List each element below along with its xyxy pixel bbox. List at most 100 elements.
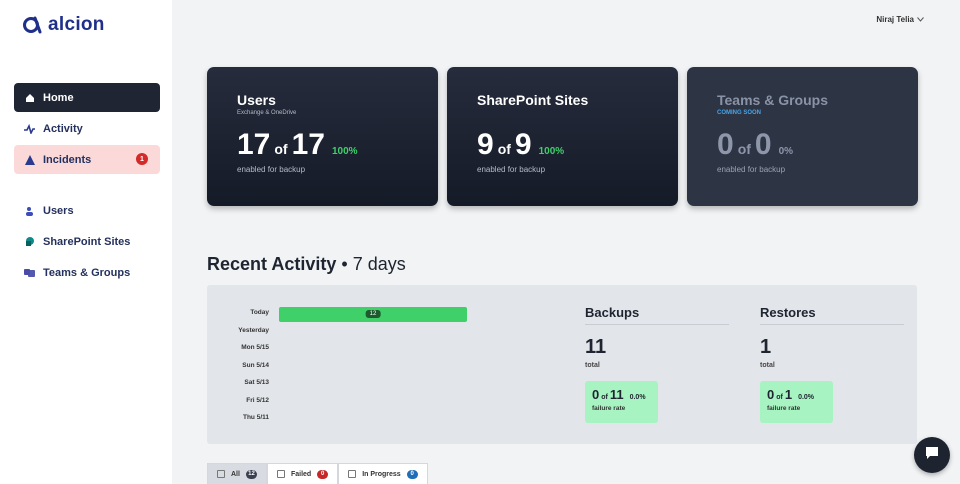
card-stat: 17 of 17 100% xyxy=(237,128,408,162)
card-title: Teams & Groups xyxy=(717,92,828,108)
chevron-down-icon xyxy=(917,15,924,24)
failure-line: 0 of 1 0.0% xyxy=(767,387,826,402)
restores-summary: Restores 1 total 0 of 1 0.0% failure rat… xyxy=(760,305,904,423)
recent-activity-heading: Recent Activity • 7 days xyxy=(207,254,406,275)
home-icon xyxy=(24,92,35,103)
card-stat: 9 of 9 100% xyxy=(477,128,648,162)
alcion-logo-icon xyxy=(22,15,42,35)
sidebar-item-home[interactable]: Home xyxy=(14,83,160,112)
sharepoint-icon xyxy=(24,236,35,247)
day-label: Sun 5/14 xyxy=(242,361,269,369)
failure-value: 0 xyxy=(767,387,775,402)
sidebar-item-label: Home xyxy=(43,91,74,104)
card-of: of xyxy=(274,141,288,157)
coming-soon-label: COMING SOON xyxy=(717,110,762,116)
sharepoint-sites-card[interactable]: SharePoint Sites 9 of 9 100% enabled for… xyxy=(447,67,678,206)
failure-of: of xyxy=(601,394,608,401)
card-subtitle: Exchange & OneDrive xyxy=(237,110,297,116)
list-icon xyxy=(348,470,357,478)
sidebar-item-teams-groups[interactable]: Teams & Groups xyxy=(14,258,160,287)
recent-activity-panel: Today Yesterday Mon 5/15 Sun 5/14 Sat 5/… xyxy=(207,285,917,444)
restores-total-label: total xyxy=(760,362,775,369)
secondary-nav: Users SharePoint Sites Teams & Groups xyxy=(14,196,160,289)
tab-label: Failed xyxy=(290,470,312,478)
card-total: 9 xyxy=(514,128,532,161)
failure-percent: 0.0% xyxy=(629,394,646,401)
day-label: Mon 5/15 xyxy=(241,344,269,351)
sidebar-item-label: Teams & Groups xyxy=(43,266,131,279)
recent-activity-title: Recent Activity xyxy=(207,254,337,274)
sidebar-item-incidents[interactable]: Incidents 1 xyxy=(14,145,160,174)
sidebar-item-sharepoint-sites[interactable]: SharePoint Sites xyxy=(14,227,160,256)
backups-total-label: total xyxy=(585,362,600,369)
warning-icon xyxy=(24,154,35,165)
sidebar-item-activity[interactable]: Activity xyxy=(14,114,160,143)
teams-icon xyxy=(24,267,35,278)
tab-count-badge: 0 xyxy=(406,469,418,479)
day-label: Sat 5/13 xyxy=(244,379,269,386)
restores-failure-box[interactable]: 0 of 1 0.0% failure rate xyxy=(760,381,833,423)
today-activity-count: 12 xyxy=(365,310,381,318)
failure-line: 0 of 11 0.0% xyxy=(592,387,651,402)
failure-percent: 0.0% xyxy=(798,394,815,401)
failure-total: 1 xyxy=(784,387,793,402)
chat-icon xyxy=(924,445,940,466)
card-subtitle xyxy=(477,110,648,118)
sidebar-item-label: Incidents xyxy=(43,153,92,166)
tab-count-badge: 0 xyxy=(317,469,329,479)
recent-activity-period: • 7 days xyxy=(341,254,406,274)
teams-groups-card: Teams & Groups COMING SOON 0 of 0 0% ena… xyxy=(687,67,918,206)
sidebar-item-label: Activity xyxy=(43,122,83,135)
sidebar-item-label: SharePoint Sites xyxy=(43,235,131,248)
day-label: Yesterday xyxy=(238,326,269,334)
failure-label: failure rate xyxy=(767,405,801,412)
tab-label: All xyxy=(231,470,240,478)
card-title: SharePoint Sites xyxy=(477,92,589,108)
sidebar: alcion Home Activity Incidents 1 xyxy=(0,0,172,484)
tab-in-progress[interactable]: In Progress 0 xyxy=(338,463,428,484)
day-label: Fri 5/12 xyxy=(246,396,269,404)
card-title: Users xyxy=(237,92,276,108)
failure-total: 11 xyxy=(609,387,624,402)
user-menu[interactable]: Niraj Telia xyxy=(876,15,924,24)
backups-failure-box[interactable]: 0 of 11 0.0% failure rate xyxy=(585,381,658,423)
users-card[interactable]: Users Exchange & OneDrive 17 of 17 100% … xyxy=(207,67,438,206)
failure-value: 0 xyxy=(592,387,600,402)
tab-failed[interactable]: Failed 0 xyxy=(266,463,339,484)
backups-title: Backups xyxy=(585,305,729,325)
primary-nav: Home Activity Incidents 1 xyxy=(14,83,160,176)
card-of: of xyxy=(737,141,751,157)
brand-name: alcion xyxy=(48,14,105,35)
today-activity-bar[interactable]: 12 xyxy=(279,307,467,322)
card-footer: enabled for backup xyxy=(717,165,786,174)
list-icon xyxy=(276,470,285,478)
sidebar-item-users[interactable]: Users xyxy=(14,196,160,225)
activity-icon xyxy=(24,123,35,134)
day-label: Thu 5/11 xyxy=(242,414,269,421)
card-of: of xyxy=(497,141,511,157)
restores-total: 1 xyxy=(760,336,772,358)
backups-total: 11 xyxy=(585,336,607,358)
card-percent: 0% xyxy=(778,146,794,157)
user-name: Niraj Telia xyxy=(876,15,914,24)
users-icon xyxy=(24,205,35,216)
card-percent: 100% xyxy=(538,146,565,157)
card-total: 17 xyxy=(291,128,325,161)
activity-filter-tabs: All 12 Failed 0 In Progress 0 xyxy=(207,463,428,484)
card-percent: 100% xyxy=(331,146,358,157)
list-icon xyxy=(217,470,225,478)
failure-of: of xyxy=(776,394,783,401)
tab-count-badge: 12 xyxy=(245,469,257,479)
card-stat: 0 of 0 0% xyxy=(717,128,888,162)
chat-button[interactable] xyxy=(914,437,950,473)
restores-title: Restores xyxy=(760,305,904,325)
alcion-logo[interactable]: alcion xyxy=(22,14,105,36)
day-label: Today xyxy=(250,309,269,316)
card-value: 0 xyxy=(717,128,734,161)
tab-all[interactable]: All 12 xyxy=(207,463,267,484)
day-labels: Today Yesterday Mon 5/15 Sun 5/14 Sat 5/… xyxy=(207,307,269,430)
card-value: 17 xyxy=(237,128,271,161)
backups-summary: Backups 11 total 0 of 11 0.0% failure ra… xyxy=(585,305,729,423)
tab-label: In Progress xyxy=(362,470,401,478)
card-footer: enabled for backup xyxy=(237,165,306,174)
